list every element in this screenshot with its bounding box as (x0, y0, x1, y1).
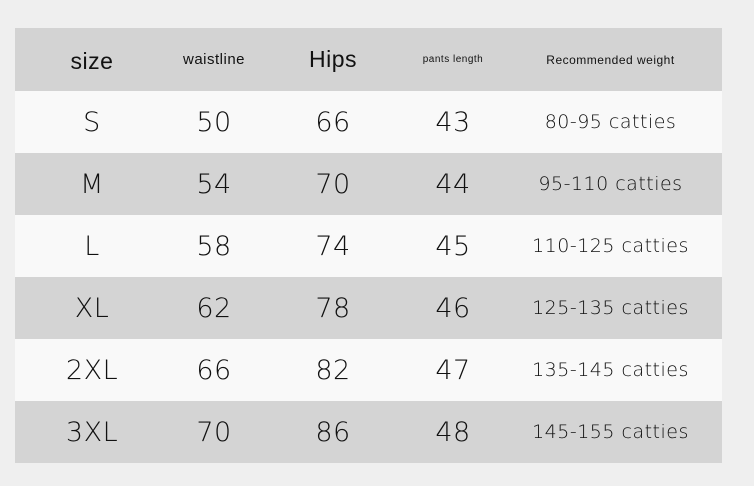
table-row: XL 62 78 46 125-135 catties (15, 277, 722, 339)
table-row: M 54 70 44 95-110 catties (15, 153, 722, 215)
table-row: S 50 66 43 80-95 catties (15, 91, 722, 153)
cell-waistline: 70 (196, 416, 232, 448)
cell-size: L (84, 230, 100, 262)
header-waistline: waistline (182, 51, 246, 68)
cell-size: 3XL (65, 416, 119, 448)
cell-recommended-weight: 110-125 catties (532, 235, 689, 257)
cell-recommended-weight: 145-155 catties (532, 421, 689, 443)
cell-size: 2XL (65, 354, 119, 386)
table-header-row: size waistline Hips pants length Recomme… (15, 28, 722, 91)
header-pants-length: pants length (422, 54, 484, 65)
cell-pants-length: 44 (435, 168, 471, 200)
cell-waistline: 62 (196, 292, 232, 324)
cell-hips: 70 (315, 168, 351, 200)
cell-size: M (80, 168, 104, 200)
cell-waistline: 58 (196, 230, 232, 262)
cell-size: XL (74, 292, 110, 324)
header-size: size (70, 48, 114, 74)
cell-hips: 86 (315, 416, 351, 448)
size-chart-table: size waistline Hips pants length Recomme… (15, 28, 722, 463)
cell-hips: 78 (315, 292, 351, 324)
cell-waistline: 54 (196, 168, 232, 200)
cell-pants-length: 45 (435, 230, 471, 262)
table-row: 2XL 66 82 47 135-145 catties (15, 339, 722, 401)
cell-waistline: 66 (196, 354, 232, 386)
table-row: L 58 74 45 110-125 catties (15, 215, 722, 277)
cell-pants-length: 46 (435, 292, 471, 324)
cell-recommended-weight: 125-135 catties (532, 297, 689, 319)
cell-hips: 82 (315, 354, 351, 386)
cell-pants-length: 48 (435, 416, 471, 448)
table-row: 3XL 70 86 48 145-155 catties (15, 401, 722, 463)
cell-recommended-weight: 80-95 catties (544, 111, 677, 133)
cell-size: S (83, 106, 101, 138)
header-hips: Hips (308, 46, 357, 72)
header-recommended-weight: Recommended weight (546, 52, 675, 67)
cell-waistline: 50 (196, 106, 232, 138)
cell-pants-length: 43 (435, 106, 471, 138)
cell-hips: 66 (315, 106, 351, 138)
cell-recommended-weight: 135-145 catties (532, 359, 689, 381)
cell-hips: 74 (315, 230, 351, 262)
cell-recommended-weight: 95-110 catties (538, 173, 683, 195)
cell-pants-length: 47 (435, 354, 471, 386)
